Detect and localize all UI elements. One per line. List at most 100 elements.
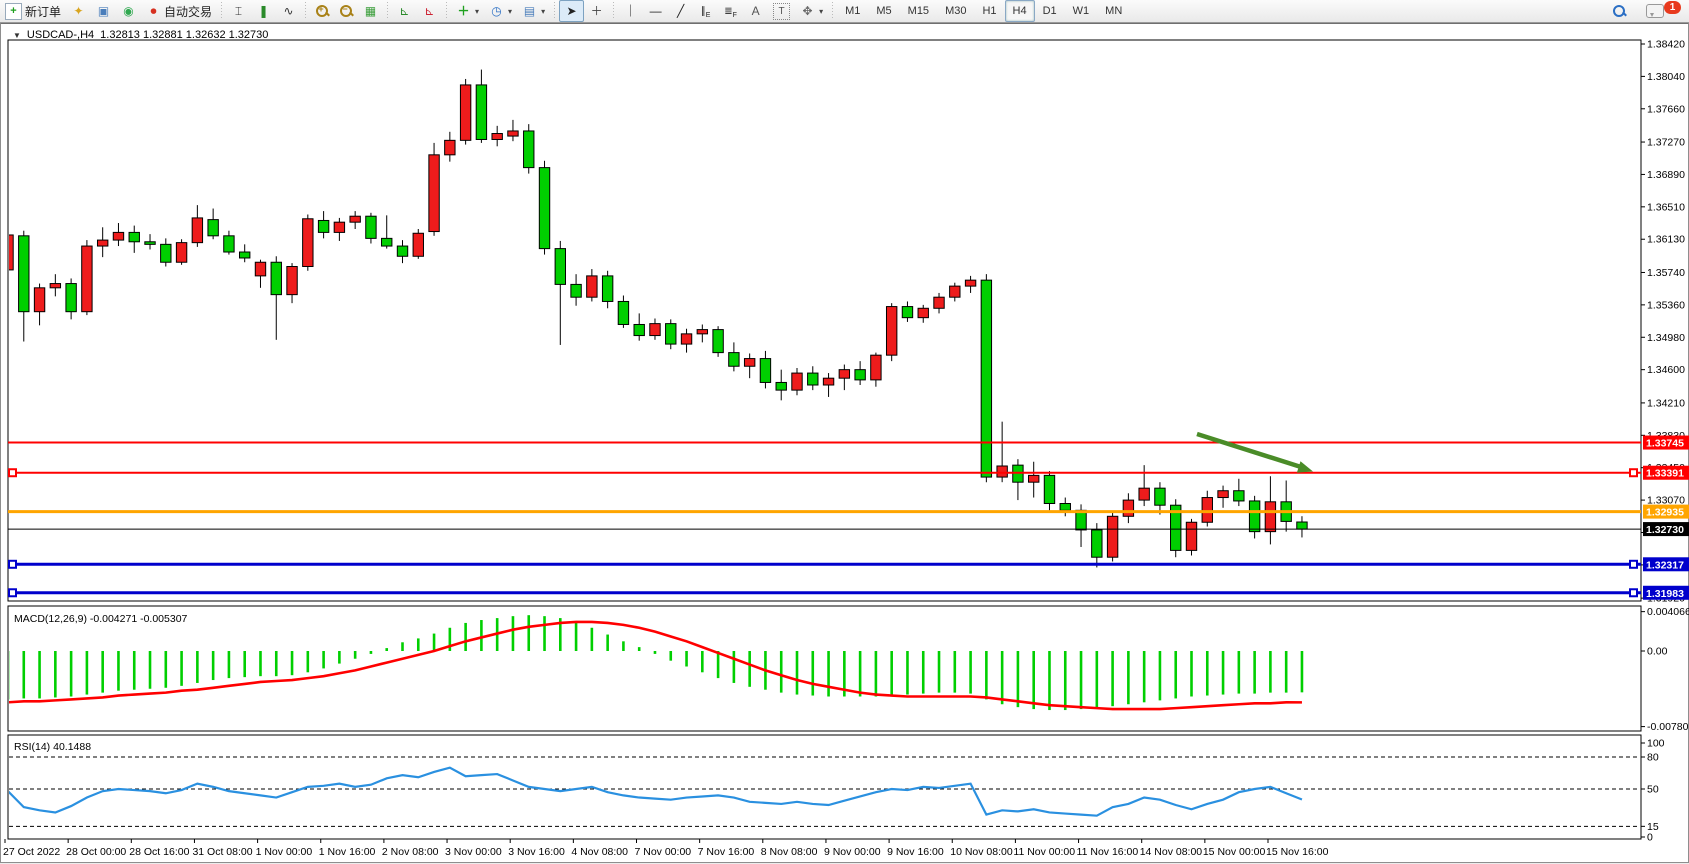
time-axis-label[interactable]: 7 Nov 16:00 [698, 846, 755, 858]
time-axis-label[interactable]: 27 Oct 2022 [3, 846, 60, 858]
line-selection-handle[interactable] [8, 559, 17, 569]
zoom-out-button[interactable]: − [334, 0, 358, 22]
time-axis-label[interactable]: 2 Nov 08:00 [382, 846, 439, 858]
text-tool-button[interactable]: A [743, 0, 768, 22]
time-axis-label[interactable]: 14 Nov 08:00 [1140, 846, 1203, 858]
time-axis-label[interactable]: 15 Nov 16:00 [1266, 846, 1329, 858]
price-badge-label: 1.32935 [1646, 507, 1684, 519]
autotrading-button[interactable]: ⏺ 自动交易 [141, 0, 217, 22]
time-axis-label[interactable]: 9 Nov 16:00 [887, 846, 944, 858]
notification-badge[interactable]: 1 [1664, 1, 1681, 14]
time-axis-label[interactable]: 28 Oct 16:00 [129, 846, 189, 858]
timeframe-button-m30[interactable]: M30 [945, 5, 967, 17]
candle-body [538, 167, 551, 250]
trend-arrow-head[interactable] [1296, 461, 1313, 473]
crosshair-tool-button[interactable]: ＋ [584, 0, 609, 22]
timeframe-button-m1[interactable]: M1 [845, 5, 861, 17]
line-selection-handle[interactable] [8, 468, 17, 478]
timeframe-button-d1[interactable]: D1 [1042, 5, 1057, 17]
candle-body [633, 323, 645, 337]
time-axis-label[interactable]: 15 Nov 00:00 [1203, 846, 1266, 858]
candle-body [854, 369, 866, 381]
editor-icon: ✦ [73, 3, 84, 18]
templates-button[interactable]: ▤ ▾ [517, 0, 550, 22]
chart-shift-button[interactable]: ⊾ [417, 0, 442, 22]
timeframe-button-h4[interactable]: H4 [1004, 0, 1035, 22]
time-axis-label[interactable]: 28 Oct 00:00 [66, 846, 126, 858]
vertical-line-tool-button[interactable]: ｜ [618, 0, 643, 22]
price-scale-label: 1.33070 [1647, 495, 1685, 507]
chat-button[interactable] [1641, 0, 1675, 22]
price-badge-label: 1.31983 [1646, 588, 1684, 600]
market-window-button[interactable]: ▣ [91, 0, 116, 22]
time-axis-label[interactable]: 3 Nov 00:00 [445, 846, 502, 858]
dropdown-caret-icon: ▾ [508, 6, 513, 16]
macd-signal-line [9, 620, 1302, 711]
price-scale-label: 1.34980 [1647, 332, 1685, 344]
time-axis-label[interactable]: 9 Nov 00:00 [824, 846, 881, 858]
autotrading-icon: ⏺ [150, 3, 157, 18]
candle-body [822, 377, 835, 386]
indicators-button[interactable]: ＋ ▾ [451, 0, 484, 22]
candle-body [365, 215, 377, 239]
line-selection-handle[interactable] [8, 588, 17, 598]
time-axis-label[interactable]: 31 Oct 08:00 [192, 846, 252, 858]
time-axis-label[interactable]: 11 Nov 00:00 [1013, 846, 1075, 858]
zoom-in-button[interactable]: + [310, 0, 334, 22]
channel-tool-button[interactable]: ∥E [693, 0, 718, 22]
new-order-button[interactable]: + 新订单 [0, 0, 66, 22]
chart-shift-icon: ⊾ [424, 3, 435, 18]
candle-body [901, 306, 914, 319]
collapse-triangle-icon[interactable]: ▼ [13, 30, 21, 40]
line-selection-handle[interactable] [1629, 468, 1638, 478]
time-axis-label[interactable]: 8 Nov 08:00 [761, 846, 818, 858]
time-axis-label[interactable]: 10 Nov 08:00 [950, 846, 1013, 858]
macd-indicator-label: MACD(12,26,9) -0.004271 -0.005307 [14, 613, 188, 625]
horizontal-line-tool-button[interactable]: — [643, 0, 668, 22]
search-button[interactable] [1607, 0, 1631, 22]
price-badge [1643, 522, 1689, 537]
price-scale-label: 1.37270 [1647, 137, 1685, 149]
rsi-scale-label: 15 [1647, 821, 1659, 833]
fibonacci-tool-button[interactable]: ≣F [718, 0, 743, 22]
candlestick-chart-button[interactable]: ❚ [251, 0, 276, 22]
candle-body [396, 245, 409, 257]
signals-button[interactable]: ◉ [116, 0, 141, 22]
cursor-icon: ➤ [566, 3, 577, 18]
candle-body [1248, 500, 1261, 533]
time-axis-label[interactable]: 11 Nov 16:00 [1077, 846, 1139, 858]
candle-body [712, 329, 724, 354]
line-chart-button[interactable]: ∿ [276, 0, 301, 22]
periods-button[interactable]: ◷ ▾ [484, 0, 517, 22]
price-scale-label: 1.36890 [1647, 169, 1685, 181]
timeframe-button-mn[interactable]: MN [1105, 5, 1123, 17]
editor-button[interactable]: ✦ [66, 0, 91, 22]
timeframe-button-h1[interactable]: H1 [982, 5, 997, 17]
macd-layer [9, 615, 1304, 711]
chart-title-bar[interactable]: ▼ USDCAD-,H4 1.32813 1.32881 1.32632 1.3… [13, 29, 268, 41]
time-axis-label[interactable]: 1 Nov 00:00 [256, 846, 313, 858]
line-selection-handle[interactable] [1629, 588, 1638, 598]
timeframe-button-m15[interactable]: M15 [907, 5, 930, 17]
tile-windows-button[interactable]: ▦ [358, 0, 383, 22]
candle-body [381, 237, 393, 247]
text-label-tool-button[interactable]: T [768, 0, 795, 22]
trendline-tool-button[interactable]: ╱ [668, 0, 693, 22]
candle-body [1075, 509, 1087, 531]
line-selection-handle[interactable] [1629, 559, 1638, 569]
bar-chart-button[interactable]: ⌶ [226, 0, 251, 22]
auto-scroll-button[interactable]: ⊾ [392, 0, 417, 22]
time-axis-label[interactable]: 7 Nov 00:00 [635, 846, 692, 858]
cursor-tool-button[interactable]: ➤ [559, 0, 585, 22]
candle-body [191, 217, 204, 244]
time-axis-label[interactable]: 4 Nov 08:00 [571, 846, 628, 858]
rsi-scale-label: 0 [1647, 832, 1653, 844]
trend-arrow[interactable] [1196, 431, 1302, 470]
timeframe-button-w1[interactable]: W1 [1072, 5, 1090, 17]
text-icon: A [751, 3, 760, 18]
timeframe-button-m5[interactable]: M5 [876, 5, 892, 17]
time-axis-label[interactable]: 3 Nov 16:00 [508, 846, 565, 858]
arrows-tool-button[interactable]: ✥ ▾ [795, 0, 828, 22]
time-axis-label[interactable]: 1 Nov 16:00 [319, 846, 376, 858]
